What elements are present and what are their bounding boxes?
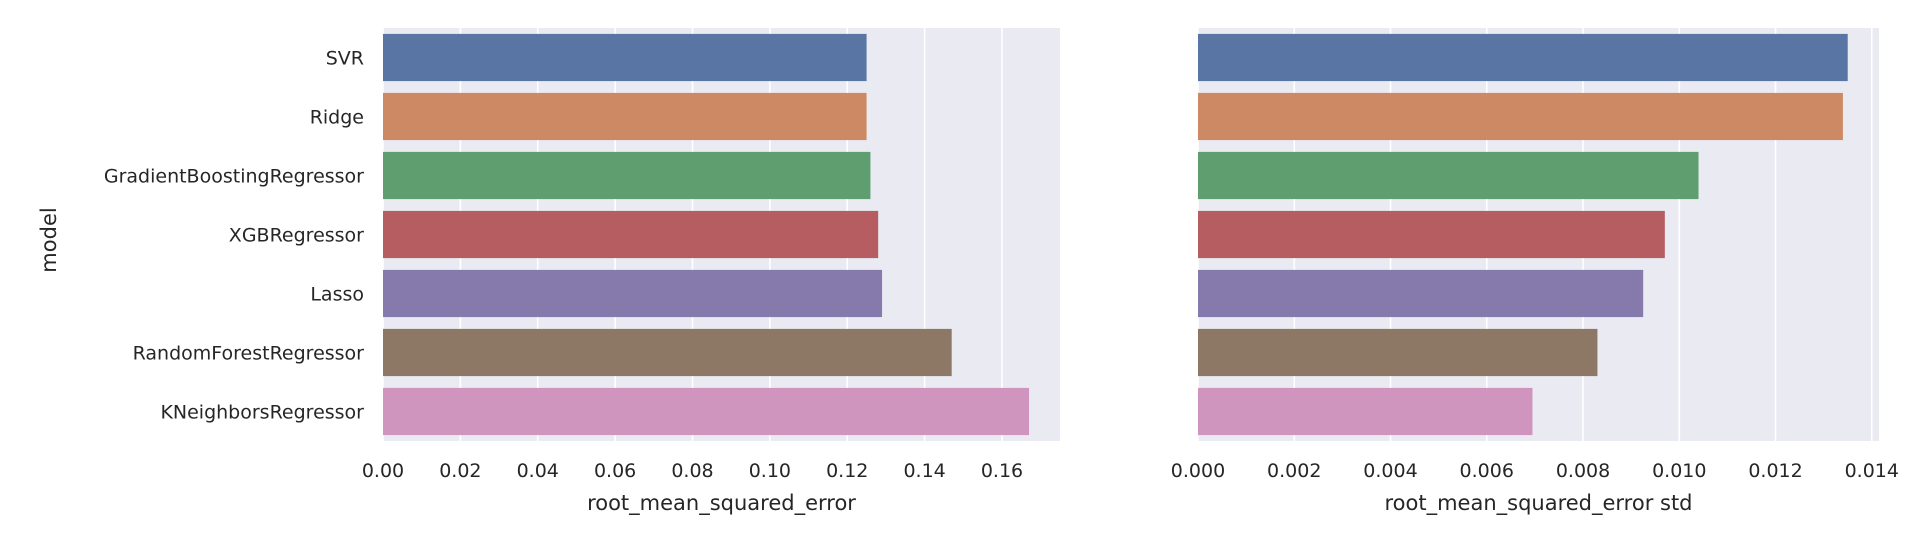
right-x-tick-5: 0.010 (1652, 460, 1706, 482)
left-bar-lasso (383, 269, 883, 318)
left-x-tick-labels: 0.00 0.02 0.04 0.06 0.08 0.10 0.12 0.14 0.16 (362, 460, 1023, 482)
left-bar-gradientboostingregressor (383, 151, 871, 200)
right-bars (1198, 33, 1848, 436)
left-bar-ridge (383, 92, 867, 141)
left-bar-xgbregressor (383, 210, 879, 259)
right-x-tick-0: 0.000 (1171, 460, 1225, 482)
right-x-axis-label: root_mean_squared_error std (1384, 491, 1692, 516)
left-x-tick-3: 0.06 (594, 460, 636, 482)
left-bar-svr (383, 33, 867, 82)
right-bar-randomforestregressor (1198, 328, 1598, 377)
left-y-tick-ridge: Ridge (310, 107, 364, 129)
left-bars (383, 33, 1030, 436)
right-bar-ridge (1198, 92, 1843, 141)
right-x-tick-6: 0.012 (1748, 460, 1802, 482)
right-bar-gradientboostingregressor (1198, 151, 1699, 200)
left-y-tick-gradientboostingregressor: GradientBoostingRegressor (104, 166, 364, 188)
left-x-tick-7: 0.14 (903, 460, 945, 482)
right-bar-xgbregressor (1198, 210, 1665, 259)
left-x-tick-4: 0.08 (671, 460, 713, 482)
right-x-tick-labels: 0.000 0.002 0.004 0.006 0.008 0.010 0.012 0.014 (1171, 460, 1899, 482)
left-y-tick-xgbregressor: XGBRegressor (229, 225, 364, 247)
left-y-tick-svr: SVR (326, 48, 364, 70)
left-x-tick-6: 0.12 (826, 460, 868, 482)
left-x-axis-label: root_mean_squared_error (587, 491, 856, 516)
right-bar-lasso (1198, 269, 1644, 318)
right-x-tick-3: 0.006 (1460, 460, 1514, 482)
left-bar-kneighborsregressor (383, 387, 1030, 436)
left-y-tick-kneighborsregressor: KNeighborsRegressor (160, 402, 364, 424)
right-x-tick-7: 0.014 (1845, 460, 1899, 482)
right-x-tick-4: 0.008 (1556, 460, 1610, 482)
left-y-axis-label: model (37, 207, 61, 272)
left-bar-randomforestregressor (383, 328, 952, 377)
left-chart-panel: SVR Ridge GradientBoostingRegressor XGBRegr… (37, 28, 1060, 516)
left-x-tick-0: 0.00 (362, 460, 404, 482)
left-x-tick-8: 0.16 (981, 460, 1023, 482)
right-x-tick-1: 0.002 (1267, 460, 1321, 482)
left-x-tick-5: 0.10 (749, 460, 791, 482)
left-y-tick-labels: SVR Ridge GradientBoostingRegressor XGBRegr… (104, 48, 364, 424)
left-y-tick-lasso: Lasso (310, 284, 364, 306)
left-x-tick-1: 0.02 (439, 460, 481, 482)
left-y-tick-randomforestregressor: RandomForestRegressor (133, 343, 365, 365)
right-bar-kneighborsregressor (1198, 387, 1533, 436)
right-x-tick-2: 0.004 (1363, 460, 1417, 482)
left-x-tick-2: 0.04 (517, 460, 559, 482)
right-bar-svr (1198, 33, 1848, 82)
right-chart-panel: 0.000 0.002 0.004 0.006 0.008 0.010 0.012 0.014… (1171, 28, 1899, 516)
